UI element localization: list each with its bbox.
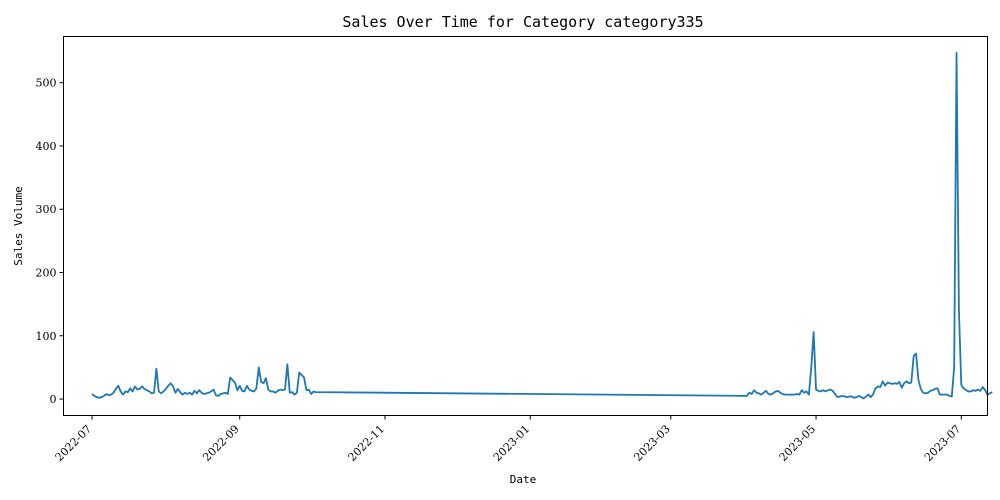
x-tick-label: 2022-07	[53, 422, 95, 464]
y-tick-label: 300	[36, 203, 57, 216]
y-tick-label: 100	[36, 330, 57, 343]
x-tick-label: 2022-09	[200, 422, 242, 464]
x-tick-label: 2023-03	[631, 422, 673, 464]
y-tick-label: 500	[36, 77, 57, 90]
x-tick-label: 2023-07	[922, 422, 964, 464]
x-tick-label: 2023-05	[777, 422, 819, 464]
x-tick-label: 2022-11	[346, 422, 388, 464]
y-tick-label: 400	[36, 140, 57, 153]
chart-title: Sales Over Time for Category category335	[342, 13, 703, 31]
y-axis-label: Sales Volume	[12, 186, 25, 265]
y-tick-label: 0	[50, 393, 57, 406]
x-tick-label: 2023-01	[491, 422, 533, 464]
x-axis: 2022-07 2022-09 2022-11 2023-01 2023-03 2023-…	[53, 415, 964, 464]
plot-frame	[63, 36, 988, 416]
series-line	[91, 52, 993, 400]
y-tick-label: 200	[36, 267, 57, 280]
x-axis-label: Date	[510, 473, 537, 486]
y-axis: 0 100 200 300 400 500	[36, 77, 64, 406]
